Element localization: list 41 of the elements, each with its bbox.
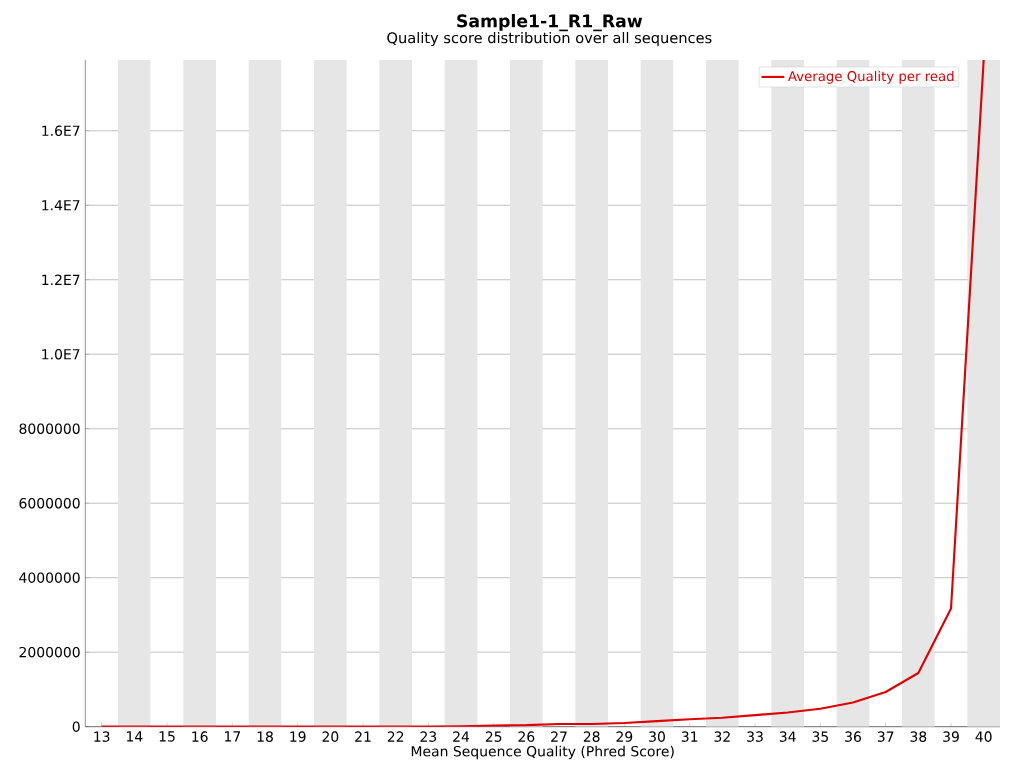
y-tick-label: 8000000	[19, 423, 80, 434]
x-tick-label: 33	[747, 731, 763, 742]
y-tick-label: 0	[72, 721, 80, 732]
y-tick-label: 1.4E7	[42, 200, 80, 211]
legend-label: Average Quality per read	[788, 70, 954, 84]
x-tick-label: 34	[779, 731, 796, 742]
x-tick-label: 18	[257, 731, 273, 742]
x-tick-label: 28	[583, 731, 600, 742]
x-tick-label: 24	[453, 731, 470, 742]
x-tick-label: 26	[518, 731, 535, 742]
x-tick-label: 30	[649, 731, 665, 742]
x-tick-label: 14	[126, 731, 143, 742]
x-tick-label: 22	[387, 731, 404, 742]
y-tick-label: 4000000	[19, 572, 80, 583]
x-tick-label: 19	[290, 731, 306, 742]
x-tick-label: 17	[224, 731, 240, 742]
x-tick-label: 31	[681, 731, 698, 742]
x-tick-label: 20	[322, 731, 339, 742]
x-tick-label: 36	[845, 731, 861, 742]
chart-subtitle: Quality score distribution over all sequences	[387, 31, 712, 47]
x-tick-label: 39	[943, 731, 959, 742]
x-tick-label: 13	[94, 731, 110, 742]
x-tick-label: 38	[910, 731, 927, 742]
y-tick-label: 6000000	[19, 497, 80, 509]
x-tick-label: 29	[616, 731, 633, 742]
x-tick-label: 35	[812, 731, 828, 742]
y-tick-label: 1.0E7	[42, 348, 80, 360]
x-tick-label: 16	[192, 731, 208, 742]
x-tick-label: 23	[420, 731, 437, 742]
y-tick-label: 1.6E7	[42, 125, 80, 137]
chart-title: Sample1-1_R1_Raw	[457, 14, 643, 32]
y-tick-label: 2000000	[19, 646, 80, 658]
x-tick-label: 15	[159, 731, 175, 742]
x-tick-label: 32	[714, 731, 730, 742]
x-axis-title: Mean Sequence Quality (Phred Score)	[411, 745, 674, 760]
y-tick-label: 1.2E7	[42, 274, 80, 285]
x-tick-label: 21	[355, 731, 371, 742]
x-tick-label: 25	[485, 731, 502, 742]
x-tick-label: 40	[975, 731, 992, 742]
x-tick-label: 37	[877, 731, 894, 742]
x-tick-label: 27	[551, 731, 567, 742]
